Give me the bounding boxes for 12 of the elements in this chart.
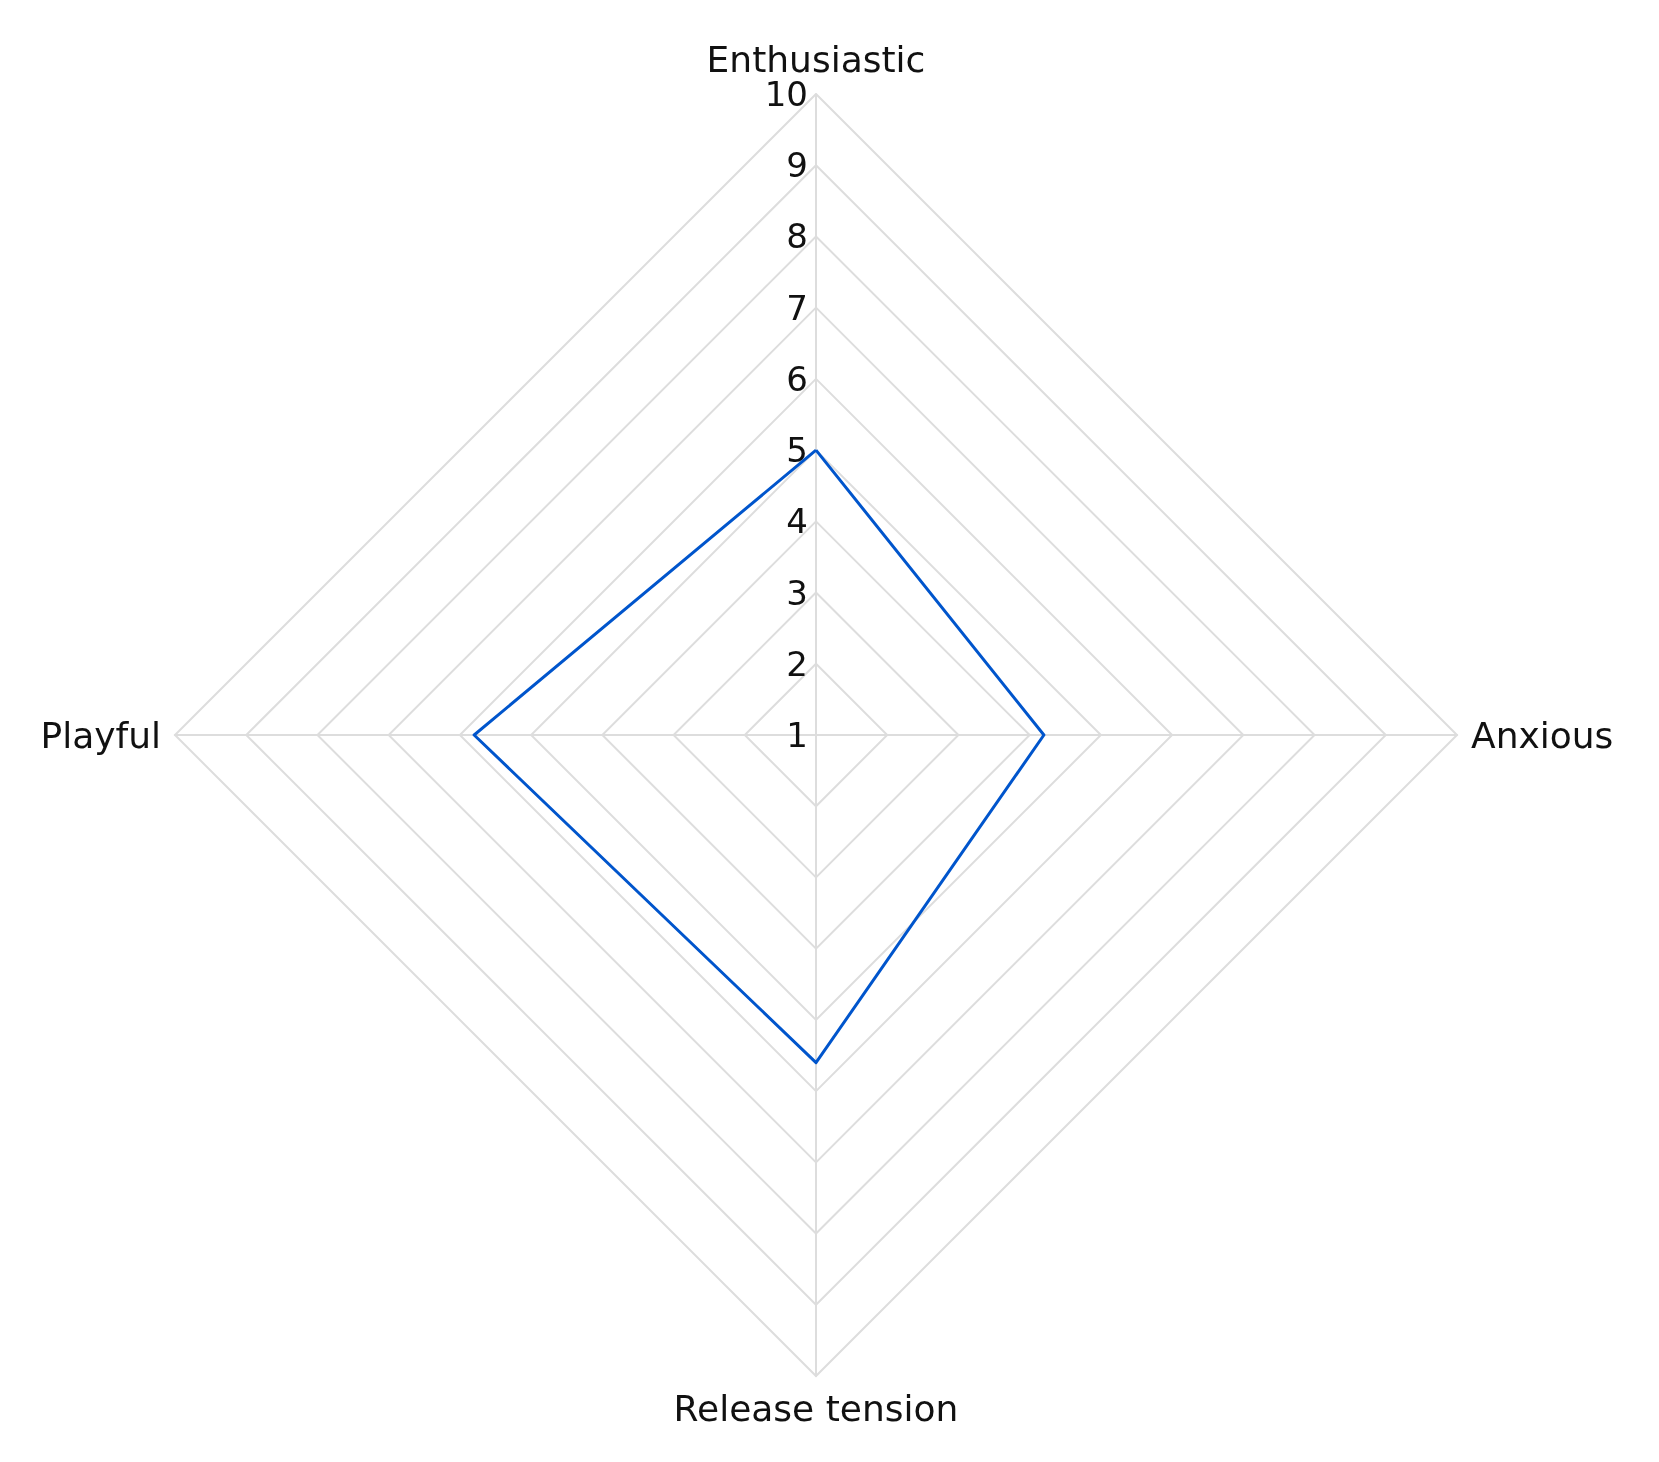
y-tick-label: 2	[786, 643, 808, 684]
spoke-label: Release tension	[673, 1387, 959, 1429]
y-tick-label: 3	[786, 572, 808, 613]
y-tick-label: 4	[786, 501, 808, 542]
y-tick-label: 5	[786, 430, 808, 471]
spoke-label: Anxious	[1471, 714, 1614, 756]
y-tick-label: 6	[786, 358, 808, 399]
spoke-label: Playful	[40, 714, 161, 756]
y-tick-label: 1	[786, 715, 808, 755]
y-tick-label: 9	[786, 145, 808, 186]
y-tick-label: 8	[786, 216, 808, 257]
y-tick-label: 7	[786, 287, 808, 328]
